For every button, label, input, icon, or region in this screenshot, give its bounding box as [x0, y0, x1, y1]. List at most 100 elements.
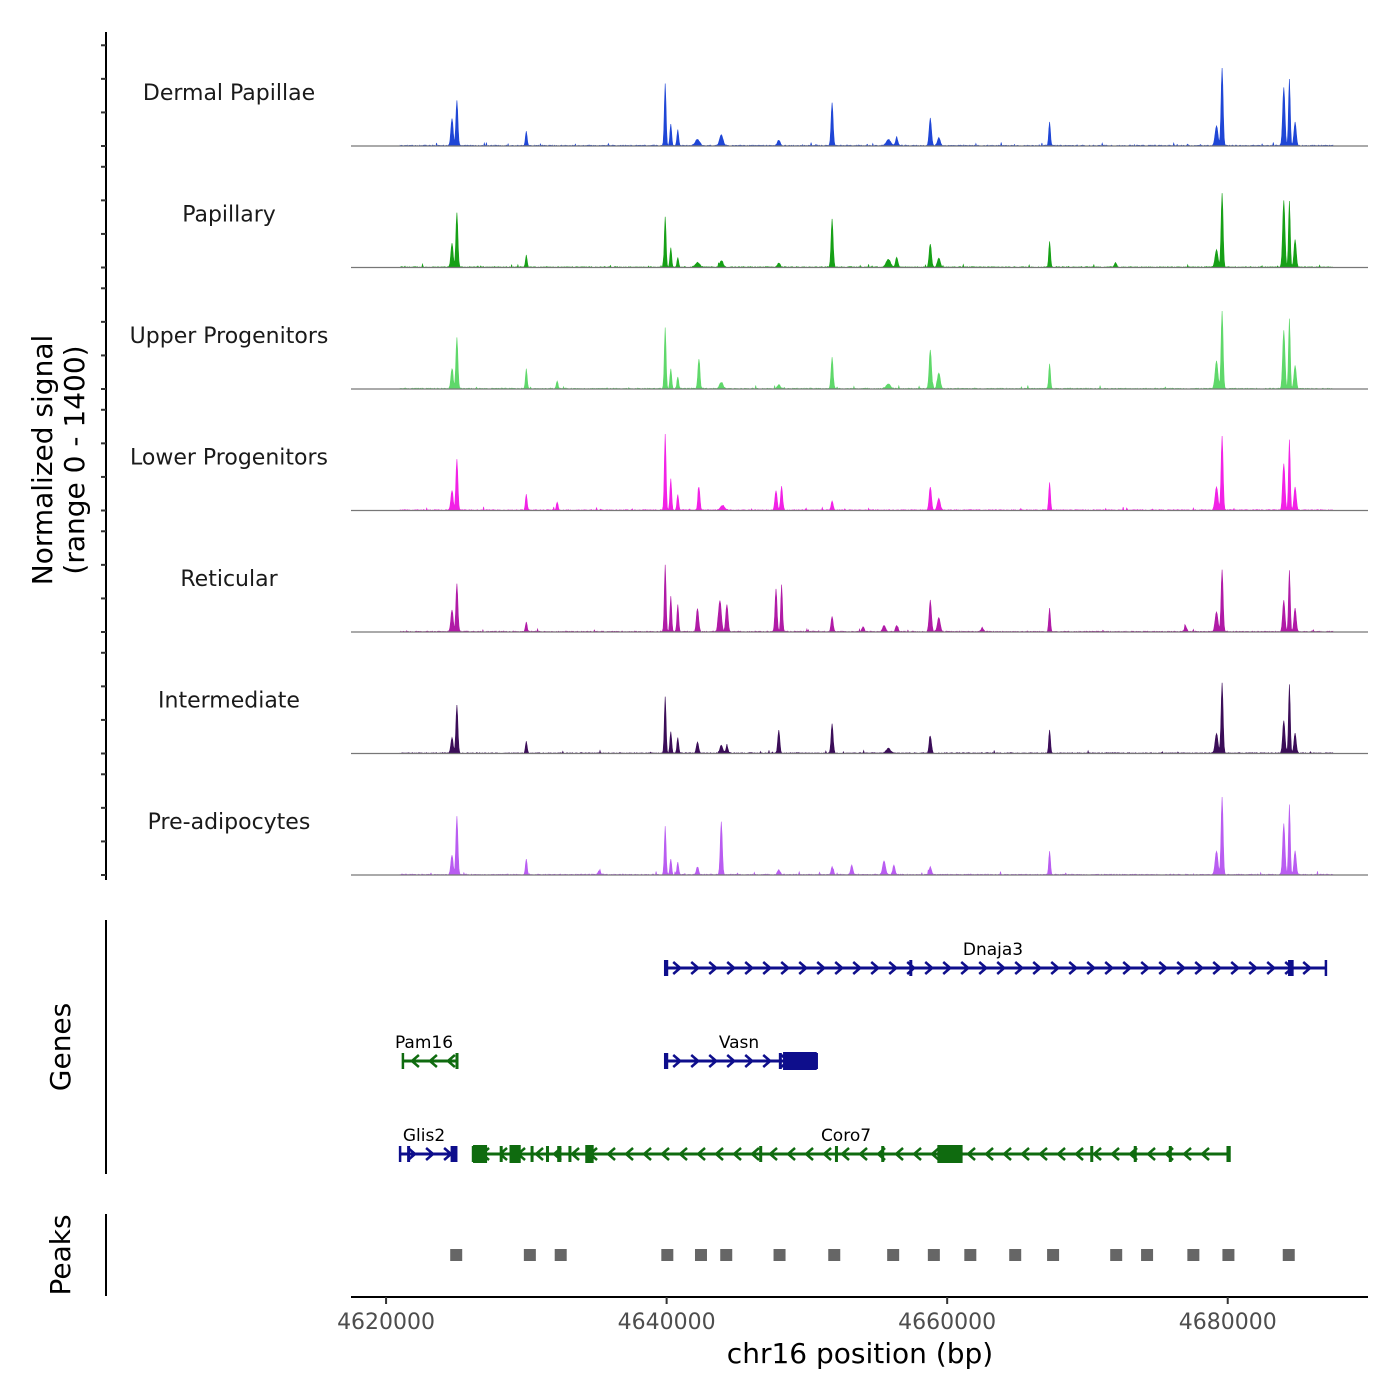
track-label-5: Intermediate [158, 689, 300, 714]
signal-area-5 [399, 682, 1334, 755]
x-axis: 4620000 4640000 4660000 4680000 chr16 positi… [337, 1296, 1368, 1370]
exon-Coro7-13 [1133, 1146, 1137, 1162]
x-tick-label-2: 4660000 [898, 1310, 996, 1335]
strand-arrow-Dnaja3 [870, 961, 881, 975]
strand-arrow-Glis2 [407, 1147, 418, 1161]
strand-arrow-Coro7 [1182, 1147, 1192, 1161]
signal-panel: Dermal Papillae Papillary Upper Progenitor… [101, 32, 1368, 880]
exon-Coro7-4 [545, 1146, 549, 1162]
exon-Coro7-8 [759, 1146, 763, 1162]
track-label-0: Dermal Papillae [143, 81, 315, 106]
strand-arrow-Dnaja3 [1104, 961, 1115, 975]
strand-arrow-Coro7 [840, 1147, 850, 1161]
strand-arrow-Dnaja3 [780, 961, 791, 975]
peak-mark-5 [720, 1249, 733, 1261]
strand-arrow-Vasn [726, 1054, 737, 1068]
strand-arrow-Coro7 [732, 1147, 742, 1161]
gene-Dnaja3 [663, 960, 1328, 976]
gene-label-Pam16: Pam16 [395, 1033, 453, 1053]
strand-arrow-Pam16 [427, 1054, 438, 1068]
exon-Dnaja3-1 [909, 960, 913, 976]
peak-mark-10 [964, 1249, 977, 1261]
strand-arrow-Dnaja3 [762, 961, 773, 975]
exon-Coro7-3 [530, 1146, 534, 1162]
strand-arrow-Dnaja3 [1158, 961, 1169, 975]
strand-arrow-Dnaja3 [924, 961, 935, 975]
strand-arrow-Dnaja3 [888, 961, 899, 975]
exon-Dnaja3-2 [1288, 960, 1294, 976]
signal-area-3 [399, 433, 1334, 512]
strand-arrow-Dnaja3 [726, 961, 737, 975]
exon-Pam16-0 [455, 1053, 459, 1069]
genes-panel: Dnaja3 Pam16 Vasn Glis2 Coro7 [105, 920, 1328, 1174]
strand-arrow-Coro7 [1074, 1147, 1084, 1161]
gene-label-Coro7: Coro7 [821, 1126, 871, 1146]
exon-Coro7-6 [568, 1146, 572, 1162]
strand-arrow-Dnaja3 [1032, 961, 1043, 975]
strand-arrow-Coro7 [768, 1147, 778, 1161]
strand-arrow-Dnaja3 [1014, 961, 1025, 975]
peak-mark-3 [661, 1249, 674, 1261]
strand-arrow-Coro7 [714, 1147, 724, 1161]
strand-arrow-Coro7 [1200, 1147, 1210, 1161]
track-label-6: Pre-adipocytes [148, 810, 311, 835]
peak-mark-7 [828, 1249, 841, 1261]
strand-arrow-Coro7 [786, 1147, 796, 1161]
exon-Coro7-5 [557, 1146, 562, 1162]
peak-mark-4 [694, 1249, 707, 1261]
exon-Vasn-0 [665, 1053, 669, 1069]
strand-arrow-Coro7 [804, 1147, 814, 1161]
track-label-1: Papillary [182, 203, 276, 228]
strand-arrow-Coro7 [1110, 1147, 1120, 1161]
exon-Coro7-1 [499, 1146, 503, 1162]
strand-arrow-Dnaja3 [708, 961, 719, 975]
gene-label-Glis2: Glis2 [403, 1126, 445, 1146]
strand-arrow-Dnaja3 [1086, 961, 1097, 975]
peak-mark-0 [450, 1249, 463, 1261]
y-axis-title: Normalized signal(range 0 - 1400) [26, 335, 91, 586]
strand-arrow-Vasn [690, 1054, 701, 1068]
track-label-2: Upper Progenitors [130, 324, 329, 349]
strand-arrow-Coro7 [912, 1147, 922, 1161]
strand-arrow-Dnaja3 [1176, 961, 1187, 975]
strand-arrow-Dnaja3 [1266, 961, 1277, 975]
peak-mark-9 [927, 1249, 940, 1261]
x-tick-label-1: 4640000 [618, 1310, 716, 1335]
strand-arrow-Dnaja3 [1248, 961, 1259, 975]
strand-arrow-Coro7 [1038, 1147, 1048, 1161]
peak-mark-6 [773, 1249, 786, 1261]
y-axis-title-line-2: (range 0 - 1400) [58, 345, 91, 574]
strand-arrow-Coro7 [534, 1147, 544, 1161]
genes-panel-title: Genes [44, 1003, 77, 1091]
strand-arrow-Dnaja3 [852, 961, 863, 975]
y-axis-title-line-1: Normalized signal [26, 335, 59, 586]
strand-arrow-Coro7 [930, 1147, 940, 1161]
strand-arrow-Vasn [762, 1054, 773, 1068]
gene-Pam16 [401, 1053, 459, 1069]
strand-arrow-Dnaja3 [744, 961, 755, 975]
signal-area-2 [399, 310, 1334, 390]
strand-arrow-Coro7 [624, 1147, 634, 1161]
strand-arrow-Coro7 [822, 1147, 832, 1161]
exon-Coro7-15 [1227, 1146, 1231, 1162]
strand-arrow-Dnaja3 [816, 961, 827, 975]
x-tick-label-0: 4620000 [337, 1310, 435, 1335]
peak-mark-11 [1009, 1249, 1022, 1261]
strand-arrow-Dnaja3 [942, 961, 953, 975]
strand-arrow-Dnaja3 [1302, 961, 1313, 975]
strand-arrow-Coro7 [660, 1147, 670, 1161]
track-label-4: Reticular [180, 567, 278, 592]
strand-arrow-Coro7 [966, 1147, 976, 1161]
gene-Glis2 [398, 1146, 458, 1162]
exon-Glis2-0 [407, 1146, 411, 1162]
peak-mark-1 [523, 1249, 536, 1261]
peak-mark-14 [1141, 1249, 1154, 1261]
exon-Coro7-0 [473, 1145, 488, 1163]
signal-area-6 [399, 796, 1334, 876]
exon-Coro7-2 [509, 1145, 521, 1163]
exon-Dnaja3-0 [665, 960, 669, 976]
strand-arrow-Dnaja3 [1068, 961, 1079, 975]
strand-arrow-Glis2 [425, 1147, 436, 1161]
exon-Coro7-10 [881, 1146, 885, 1162]
